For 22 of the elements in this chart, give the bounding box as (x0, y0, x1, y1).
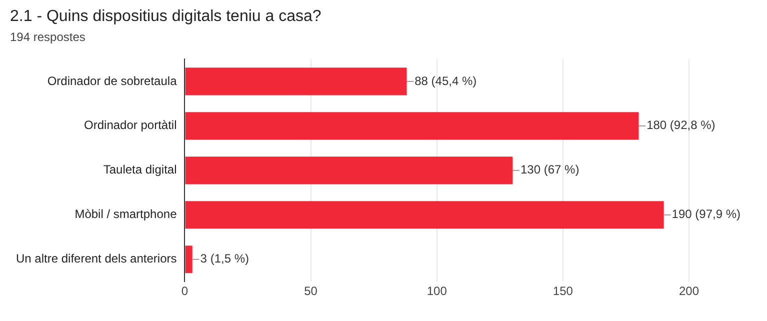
bar (185, 201, 664, 229)
chart-title: 2.1 - Quins dispositius digitals teniu a casa? (10, 8, 322, 26)
bar (185, 156, 513, 184)
bar (185, 68, 407, 96)
y-tick-label: Mòbil / smartphone (74, 207, 178, 222)
y-tick-label: Tauleta digital (103, 162, 177, 177)
x-tick-label: 0 (181, 284, 188, 298)
x-tick-label: 200 (678, 284, 700, 298)
x-tick-label: 150 (552, 284, 574, 298)
y-tick-label: Ordinador portàtil (84, 118, 177, 132)
data-label: 3 (1,5 %) (200, 252, 249, 266)
text: 194 respostes (10, 30, 86, 44)
data-label: 190 (97,9 %) (672, 207, 741, 222)
data-label: 88 (45,4 %) (414, 74, 477, 88)
data-label: 130 (67 %) (520, 162, 580, 177)
x-tick-label: 50 (304, 284, 318, 298)
x-tick-label: 100 (426, 284, 448, 298)
data-label: 180 (92,8 %) (646, 118, 716, 132)
y-tick-label: Un altre diferent dels anteriors (16, 252, 177, 266)
bar (185, 112, 639, 140)
bar (185, 246, 192, 274)
y-tick-label: Ordinador de sobretaula (47, 74, 178, 88)
